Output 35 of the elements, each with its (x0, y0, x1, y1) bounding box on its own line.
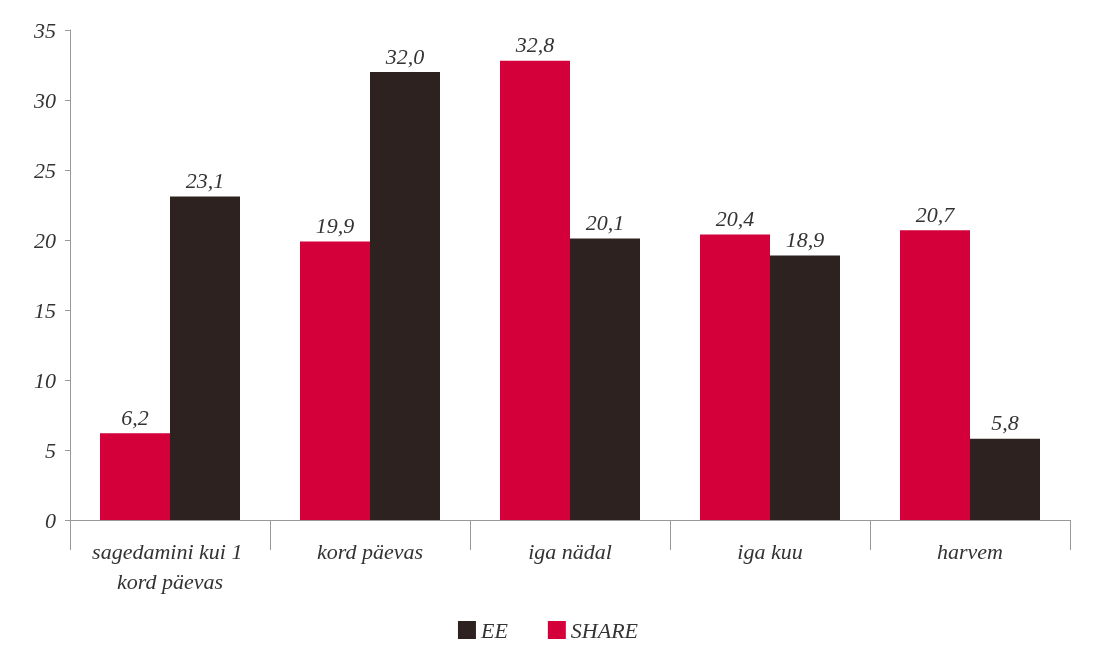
data-label: 6,2 (121, 404, 149, 430)
data-label: 32,0 (384, 43, 425, 69)
data-label: 32,8 (514, 32, 555, 58)
bar (500, 60, 570, 520)
data-label: 23,1 (185, 168, 225, 194)
data-label: 20,1 (585, 210, 625, 236)
y-tick-label: 10 (34, 367, 56, 393)
y-tick-label: 15 (34, 297, 56, 323)
data-label: 19,9 (315, 212, 355, 238)
y-tick-label: 20 (34, 227, 56, 253)
x-tick-label: kord päevas (316, 538, 424, 564)
bar (970, 438, 1040, 520)
x-tick-label: harvem (937, 538, 1003, 564)
bar (900, 230, 970, 520)
x-tick-label: iga nädal (528, 538, 612, 564)
data-label: 18,9 (785, 226, 825, 252)
y-tick-label: 5 (45, 437, 56, 463)
bar (300, 241, 370, 520)
y-tick-label: 25 (34, 157, 56, 183)
x-tick-label: iga kuu (737, 538, 803, 564)
x-tick-label: sagedamini kui 1 kord päevas (92, 538, 248, 594)
bar (370, 72, 440, 520)
data-label: 20,4 (715, 205, 755, 231)
bar (170, 196, 240, 520)
data-label: 20,7 (915, 201, 956, 227)
y-tick-label: 0 (45, 507, 56, 533)
bar (700, 234, 770, 520)
y-tick-label: 30 (33, 87, 56, 113)
y-tick-label: 35 (33, 17, 56, 43)
legend-label: SHARE (570, 617, 639, 643)
bar (770, 255, 840, 520)
bar (100, 433, 170, 520)
data-label: 5,8 (991, 410, 1019, 436)
bar (570, 238, 640, 520)
legend-label: EE (479, 617, 509, 643)
